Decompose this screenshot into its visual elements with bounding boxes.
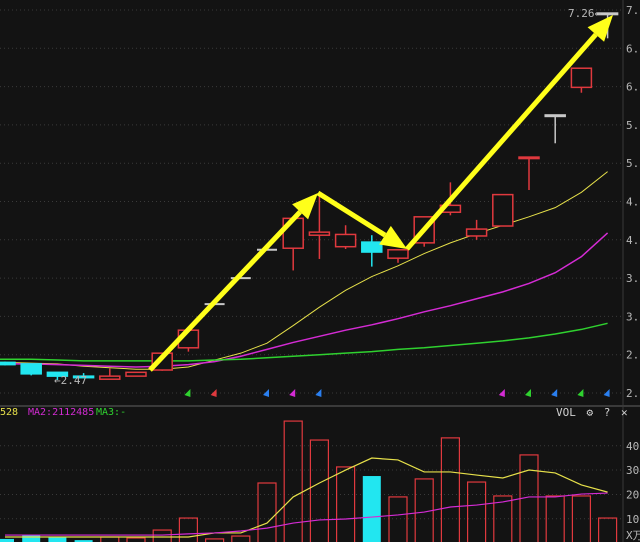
- volume-bar: [545, 495, 565, 542]
- vol-ma1-label: 528: [0, 407, 19, 418]
- price-tick-label: 6.8: [626, 42, 640, 55]
- volume-bar: [362, 476, 381, 542]
- trend-arrow-shaft: [316, 190, 387, 238]
- volume-bar: [152, 529, 172, 542]
- trend-arrow-shaft: [148, 210, 302, 372]
- vol-ma2-label: MA2:2112485: [28, 407, 95, 418]
- candle-body: [46, 371, 69, 377]
- price-tick-label: 5.8: [626, 119, 640, 132]
- candle-body: [282, 217, 304, 249]
- price-ma3-line: [0, 322, 608, 362]
- volume-bar: [597, 517, 618, 542]
- volume-bar: [467, 481, 487, 542]
- volume-bar: [48, 537, 67, 542]
- volume-bar: [178, 517, 198, 542]
- price-tick-label: 2.3: [626, 387, 640, 400]
- volume-bar: [336, 466, 356, 542]
- price-tick-label: 4.8: [626, 196, 640, 209]
- candle-body: [334, 233, 357, 248]
- signal-flag-icon: [184, 389, 191, 397]
- volume-controls: VOL ⚙ ? ✕: [556, 406, 632, 419]
- trend-arrow-head: [292, 193, 318, 220]
- volume-ma1-line: [5, 457, 608, 538]
- volume-bar: [283, 420, 303, 542]
- volume-tick-label: 304: [626, 464, 640, 477]
- volume-bar: [0, 538, 14, 542]
- volume-bar: [388, 496, 408, 542]
- volume-bar: [257, 482, 277, 542]
- trend-arrow-shaft: [405, 32, 598, 251]
- candle-body: [387, 249, 409, 259]
- volume-unit-label: X万: [626, 529, 640, 542]
- vol-indicator-button[interactable]: VOL: [556, 406, 576, 419]
- volume-bar: [414, 478, 434, 542]
- candle-body: [20, 363, 42, 375]
- volume-bar: [205, 538, 225, 542]
- candle-body: [492, 193, 514, 227]
- price-tick-label: 4.3: [626, 234, 640, 247]
- candle-body: [518, 156, 540, 160]
- price-tick-label: 6.3: [626, 81, 640, 94]
- candle-body: [0, 361, 16, 366]
- signal-flag-icon: [263, 389, 269, 397]
- volume-tick-label: 202: [626, 489, 640, 502]
- price-tick-label: 2.8: [626, 349, 640, 362]
- volume-bar: [231, 535, 251, 542]
- volume-bar: [100, 536, 120, 542]
- close-icon[interactable]: ✕: [621, 406, 628, 419]
- candle-body: [544, 114, 566, 118]
- signal-flag-icon: [551, 389, 558, 397]
- volume-tick-label: 101: [626, 513, 640, 526]
- signal-flag-icon: [525, 389, 531, 397]
- high-price-label: 7.26←: [568, 7, 601, 20]
- signal-flag-icon: [577, 389, 584, 397]
- price-ma2-line: [0, 232, 609, 368]
- volume-ma2-line: [5, 492, 608, 536]
- vol-ma3-label: MA3:-: [96, 407, 127, 418]
- candle-body: [570, 67, 593, 89]
- volume-bar: [309, 439, 329, 542]
- price-tick-label: 3.3: [626, 310, 640, 323]
- signal-flag-icon: [603, 389, 610, 397]
- signal-flag-icon: [498, 389, 505, 397]
- trend-arrow-head: [587, 15, 613, 42]
- low-price-label: ←2.47: [54, 374, 87, 387]
- candle-body: [308, 231, 331, 236]
- volume-bar: [440, 437, 460, 542]
- price-tick-label: 5.3: [626, 157, 640, 170]
- candle-body: [72, 375, 95, 379]
- candle-body: [465, 228, 488, 237]
- candle-body: [125, 371, 147, 377]
- gear-icon[interactable]: ⚙: [586, 406, 594, 419]
- price-tick-label: 7.3: [626, 4, 640, 17]
- signal-flag-icon: [315, 389, 322, 397]
- trend-arrow-head: [379, 225, 407, 249]
- signal-flag-icon: [210, 389, 217, 397]
- price-tick-label: 3.8: [626, 272, 640, 285]
- volume-bar: [22, 535, 41, 542]
- candle-body: [99, 375, 121, 380]
- help-icon[interactable]: ?: [603, 406, 611, 419]
- volume-bar: [74, 540, 93, 542]
- signal-flag-icon: [289, 389, 296, 397]
- volume-bar: [571, 495, 592, 542]
- volume-tick-label: 405: [626, 440, 640, 453]
- volume-bar: [493, 495, 513, 542]
- candle-body: [361, 241, 383, 253]
- volume-bar: [126, 537, 146, 542]
